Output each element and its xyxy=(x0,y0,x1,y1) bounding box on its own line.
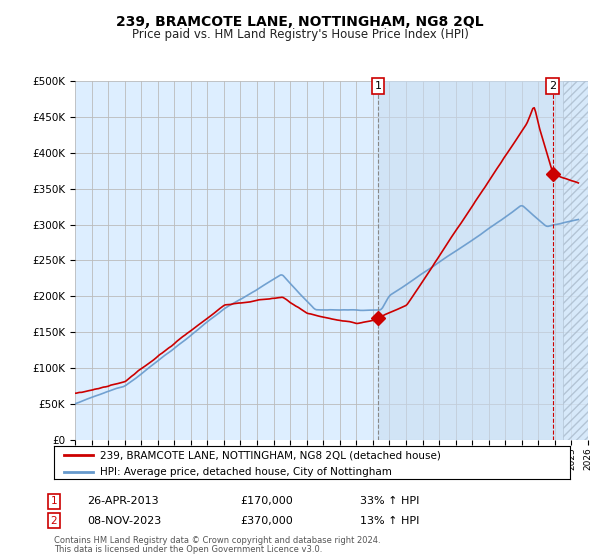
Text: 33% ↑ HPI: 33% ↑ HPI xyxy=(360,496,419,506)
Bar xyxy=(563,81,588,440)
Text: 1: 1 xyxy=(50,496,58,506)
Bar xyxy=(563,81,588,440)
Text: 26-APR-2013: 26-APR-2013 xyxy=(87,496,158,506)
Text: 239, BRAMCOTE LANE, NOTTINGHAM, NG8 2QL (detached house): 239, BRAMCOTE LANE, NOTTINGHAM, NG8 2QL … xyxy=(100,450,442,460)
Text: HPI: Average price, detached house, City of Nottingham: HPI: Average price, detached house, City… xyxy=(100,466,392,477)
Text: Contains HM Land Registry data © Crown copyright and database right 2024.: Contains HM Land Registry data © Crown c… xyxy=(54,536,380,545)
Text: £170,000: £170,000 xyxy=(240,496,293,506)
Text: 1: 1 xyxy=(374,81,382,91)
Text: 239, BRAMCOTE LANE, NOTTINGHAM, NG8 2QL: 239, BRAMCOTE LANE, NOTTINGHAM, NG8 2QL xyxy=(116,15,484,29)
Bar xyxy=(378,81,588,440)
Text: 2: 2 xyxy=(549,81,556,91)
Text: 08-NOV-2023: 08-NOV-2023 xyxy=(87,516,161,526)
Text: This data is licensed under the Open Government Licence v3.0.: This data is licensed under the Open Gov… xyxy=(54,545,322,554)
Text: 13% ↑ HPI: 13% ↑ HPI xyxy=(360,516,419,526)
Text: 2: 2 xyxy=(50,516,58,526)
Text: Price paid vs. HM Land Registry's House Price Index (HPI): Price paid vs. HM Land Registry's House … xyxy=(131,28,469,41)
Text: £370,000: £370,000 xyxy=(240,516,293,526)
